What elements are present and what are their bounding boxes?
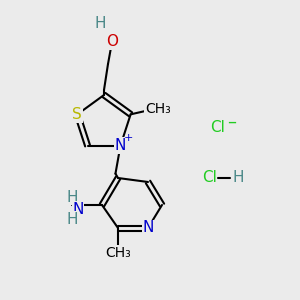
Text: N: N [142,220,154,236]
Text: +: + [124,133,133,143]
Text: H: H [66,212,78,226]
Text: H: H [66,190,78,205]
Text: CH₃: CH₃ [105,246,131,260]
Text: O: O [106,34,118,50]
Text: H: H [94,16,106,32]
Text: Cl: Cl [202,170,217,185]
Text: Cl: Cl [211,121,225,136]
Text: –: – [227,113,236,131]
Text: N: N [72,202,84,217]
Text: CH₃: CH₃ [145,102,170,116]
Text: N: N [115,138,126,153]
Text: S: S [73,107,82,122]
Text: H: H [232,170,244,185]
